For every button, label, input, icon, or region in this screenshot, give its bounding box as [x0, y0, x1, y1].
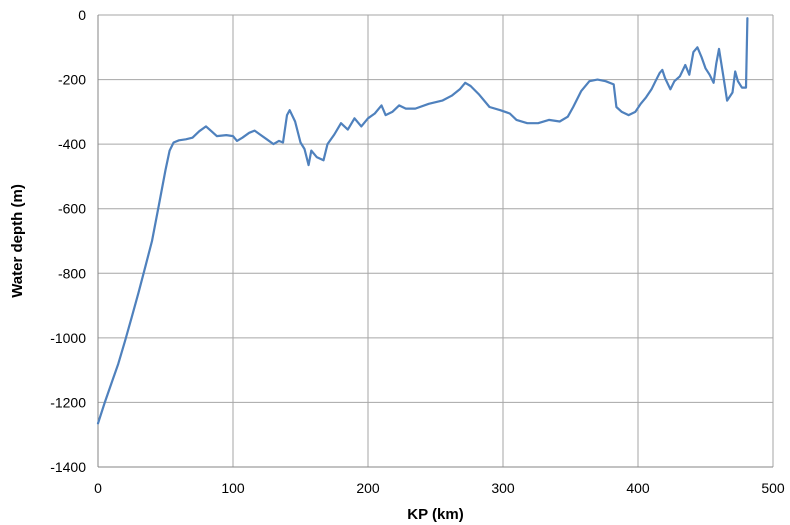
gridlines — [97, 14, 774, 468]
y-tick-label: -1400 — [50, 459, 86, 475]
tick-labels: 0 100 200 300 400 500 0 -200 -400 -600 -800 -1000 -1… — [50, 7, 785, 496]
series-layer — [96, 17, 749, 425]
x-tick-label: 100 — [221, 480, 245, 496]
y-tick-label: -600 — [58, 201, 86, 217]
y-tick-label: -1000 — [50, 330, 86, 346]
x-tick-label: 300 — [491, 480, 515, 496]
y-tick-label: -800 — [58, 265, 86, 281]
y-axis-title: Water depth (m) — [9, 184, 26, 298]
water-depth-series-line — [96, 17, 749, 425]
x-tick-label: 500 — [761, 480, 785, 496]
y-tick-label: -1200 — [50, 394, 86, 410]
x-tick-label: 200 — [356, 480, 380, 496]
axes — [97, 15, 773, 468]
y-tick-label: 0 — [78, 7, 86, 23]
y-tick-label: -200 — [58, 72, 86, 88]
x-tick-label: 0 — [94, 480, 102, 496]
x-tick-label: 400 — [626, 480, 650, 496]
y-tick-label: -400 — [58, 136, 86, 152]
x-axis-title: KP (km) — [407, 506, 463, 523]
